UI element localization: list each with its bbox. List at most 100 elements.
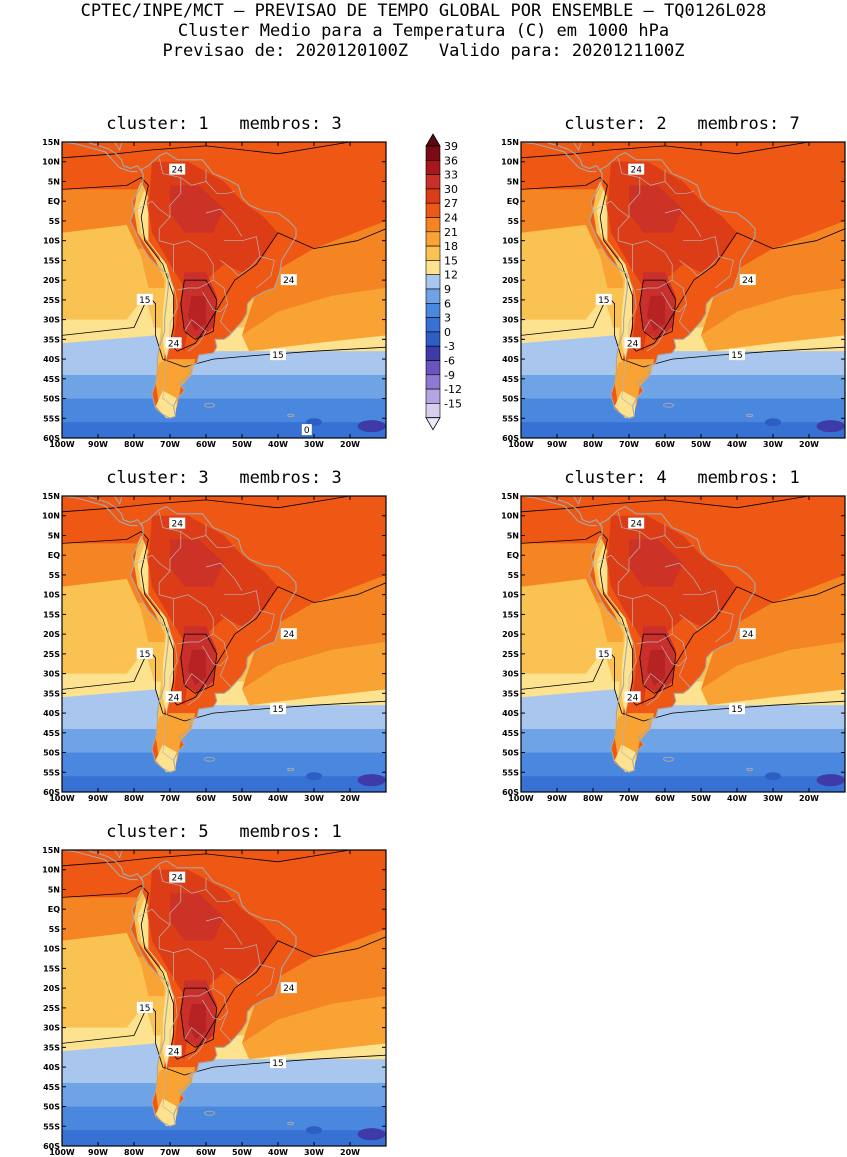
map-frame (520, 141, 846, 439)
colorbar-swatch (425, 360, 441, 376)
lon-tick-label: 20W (340, 440, 360, 448)
colorbar-label: -3 (444, 340, 455, 353)
colorbar-swatch (425, 159, 441, 175)
contour-label: 15 (139, 1004, 150, 1014)
colorbar-label: 0 (444, 326, 451, 339)
lat-tick-label: 40S (43, 1063, 60, 1072)
contour-label: 24 (283, 630, 295, 640)
contour-label: 0 (304, 426, 310, 436)
lon-tick-label: 80W (124, 794, 144, 802)
colorbar-swatch (425, 174, 441, 190)
lat-tick-label: 35S (502, 689, 519, 698)
contour-label: 15 (272, 705, 283, 715)
lon-tick-label: 60W (196, 794, 216, 802)
lon-tick-label: 20W (799, 794, 819, 802)
map-frame (520, 495, 846, 793)
lon-tick-label: 100W (49, 440, 75, 448)
contour-label: 24 (168, 339, 180, 349)
lat-tick-label: 15N (42, 492, 60, 501)
lat-tick-label: 45S (502, 729, 519, 738)
temperature-field (62, 496, 386, 792)
colorbar-label: 33 (444, 169, 458, 182)
colorbar-swatch (425, 202, 441, 218)
contour-label: 24 (168, 1047, 180, 1057)
lat-tick-label: 5N (48, 177, 60, 186)
lat-tick-label: 60S (502, 434, 519, 443)
lat-tick-label: 10S (43, 591, 60, 600)
lon-tick-label: 60W (196, 1148, 216, 1156)
lat-tick-label: EQ (48, 197, 60, 206)
contour-label: 24 (742, 630, 754, 640)
lat-tick-label: 60S (43, 788, 60, 797)
lat-tick-label: 10N (42, 158, 60, 167)
contour-label: 24 (171, 520, 183, 530)
lat-tick-label: 5S (49, 925, 61, 934)
lat-tick-label: 55S (43, 414, 60, 423)
colorbar-label: 36 (444, 154, 458, 167)
lat-tick-label: 15N (42, 138, 60, 147)
lon-tick-label: 100W (49, 1148, 75, 1156)
contour-label: 24 (742, 276, 754, 286)
map-frame (61, 495, 387, 793)
colorbar-swatch (425, 403, 441, 418)
cluster-1-title: cluster: 1 membros: 3 (106, 114, 342, 134)
lat-tick-label: 25S (43, 1004, 60, 1013)
lat-tick-label: 20S (502, 276, 519, 285)
lat-tick-label: 50S (43, 749, 60, 758)
colorbar-swatch (425, 231, 441, 247)
contour-label: 24 (630, 166, 642, 176)
contour-label: 15 (598, 296, 609, 306)
lon-tick-label: 40W (268, 440, 288, 448)
lat-tick-label: 5S (508, 217, 520, 226)
lat-tick-label: 45S (502, 375, 519, 384)
lon-tick-label: 50W (691, 794, 711, 802)
lon-tick-label: 80W (583, 440, 603, 448)
colorbar-label: 15 (444, 254, 458, 267)
lat-tick-label: 5N (48, 531, 60, 540)
contour-label: 24 (283, 276, 295, 286)
colorbar-swatch (425, 288, 441, 304)
contour-label: 24 (171, 166, 183, 176)
lat-tick-label: 35S (502, 335, 519, 344)
cluster-4-map: 15N 10N 5N EQ 5S 10S 15S 20S 25S 30S 35S 40S 45S 50S 5… (501, 492, 846, 802)
lat-tick-label: 60S (502, 788, 519, 797)
lat-tick-label: 10S (43, 237, 60, 246)
lat-tick-label: 35S (43, 689, 60, 698)
lat-tick-label: 15N (501, 138, 519, 147)
lat-tick-label: 45S (43, 729, 60, 738)
colorbar-label: 6 (444, 297, 451, 310)
lon-tick-label: 60W (196, 440, 216, 448)
lat-tick-label: 10S (43, 945, 60, 954)
lon-tick-label: 40W (268, 794, 288, 802)
lat-tick-label: 30S (43, 316, 60, 325)
map-frame (61, 849, 387, 1147)
lat-tick-label: 15S (43, 964, 60, 973)
lat-tick-label: 5N (507, 531, 519, 540)
colorbar-label: -12 (444, 383, 462, 396)
contour-label: 24 (630, 520, 642, 530)
lat-tick-label: EQ (507, 551, 519, 560)
lat-tick-label: 30S (502, 316, 519, 325)
lon-tick-label: 90W (547, 440, 567, 448)
cluster-3-title: cluster: 3 membros: 3 (106, 468, 342, 488)
lat-tick-label: 10N (42, 512, 60, 521)
colorbar-swatch (425, 374, 441, 390)
colorbar-max-arrow (425, 133, 441, 147)
lon-tick-label: 30W (763, 440, 783, 448)
cluster-3-map: 15N 10N 5N EQ 5S 10S 15S 20S 25S 30S 35S 40S 45S 50S 5… (42, 492, 387, 802)
lat-tick-label: 35S (43, 1043, 60, 1052)
temperature-field (521, 496, 845, 792)
lon-tick-label: 100W (508, 794, 534, 802)
colorbar-swatch (425, 303, 441, 318)
lat-tick-label: 30S (43, 1024, 60, 1033)
lat-tick-label: 50S (43, 395, 60, 404)
lat-tick-label: 25S (502, 650, 519, 659)
lat-tick-label: 25S (43, 650, 60, 659)
figure-dates: Previsao de: 2020120100Z Valido para: 20… (162, 41, 685, 61)
colorbar-label: 39 (444, 140, 458, 153)
lat-tick-label: 20S (43, 984, 60, 993)
cluster-5-map: 15N 10N 5N EQ 5S 10S 15S 20S 25S 30S 35S 40S 45S 50S 5… (42, 846, 387, 1156)
lat-tick-label: 5N (507, 177, 519, 186)
colorbar-swatch (425, 145, 441, 161)
colorbar-label: 24 (444, 212, 458, 225)
